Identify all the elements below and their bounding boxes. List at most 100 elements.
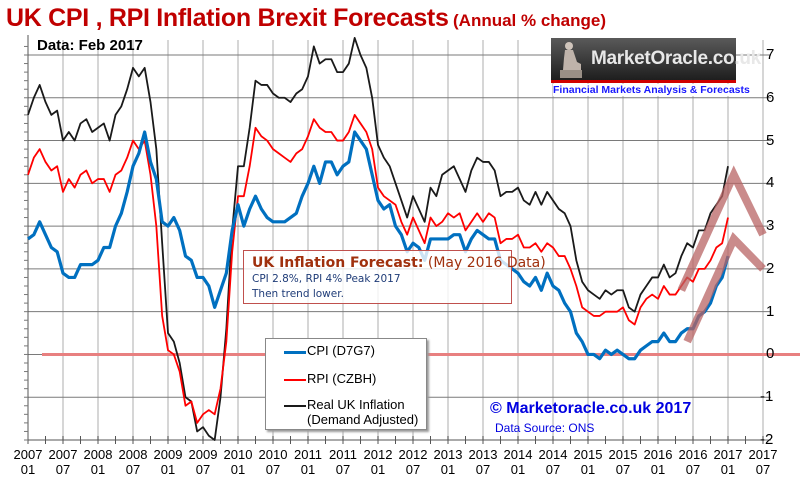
x-tick-label: 2014 07 (533, 447, 573, 477)
x-tick-year: 2007 (13, 447, 43, 462)
x-tick-label: 2009 01 (148, 447, 188, 477)
x-tick-year: 2014 (503, 447, 533, 462)
x-tick-year: 2012 (363, 447, 393, 462)
x-tick-label: 2012 07 (393, 447, 433, 477)
x-tick-year: 2014 (538, 447, 568, 462)
y-tick-label: -2 (760, 431, 774, 448)
x-tick-month: 01 (510, 462, 526, 477)
forecast-heading-bold: UK Inflation Forecast: (252, 255, 424, 271)
y-tick-label: 7 (766, 46, 775, 63)
copyright-text: © Marketoracle.co.uk 2017 (490, 400, 692, 417)
legend-label-rpi: RPI (CZBH) (307, 371, 377, 386)
chart-title-main: UK CPI , RPI Inflation Brexit Forecasts (6, 4, 449, 32)
x-tick-label: 2007 01 (8, 447, 48, 477)
x-tick-year: 2007 (48, 447, 78, 462)
x-tick-label: 2008 07 (113, 447, 153, 477)
legend-label-real-2: (Demand Adjusted) (307, 412, 419, 427)
x-tick-label: 2017 01 (708, 447, 748, 477)
x-tick-month: 01 (580, 462, 596, 477)
x-tick-month: 07 (335, 462, 351, 477)
x-tick-label: 2010 07 (253, 447, 293, 477)
legend-label-cpi: CPI (D7G7) (307, 343, 375, 358)
x-tick-month: 01 (370, 462, 386, 477)
series-group (27, 36, 730, 441)
statue-icon (560, 42, 582, 78)
x-tick-year: 2011 (329, 447, 357, 462)
series-line-cpi (27, 130, 730, 361)
forecast-overlay (677, 165, 767, 344)
y-tick-label: -1 (760, 388, 774, 406)
x-tick-month: 07 (405, 462, 421, 477)
x-tick-month: 07 (545, 462, 561, 477)
x-tick-label: 2009 07 (183, 447, 223, 477)
x-tick-month: 07 (475, 462, 491, 477)
legend-swatch-cpi (284, 351, 306, 354)
logo-divider (551, 80, 736, 83)
data-date-note: Data: Feb 2017 (37, 37, 143, 54)
x-tick-month: 07 (195, 462, 211, 477)
forecast-path-cpi (683, 231, 766, 344)
x-tick-label: 2008 01 (78, 447, 118, 477)
chart-title: UK CPI , RPI Inflation Brexit Forecasts … (6, 4, 606, 33)
forecast-line-2: Then trend lower. (252, 288, 344, 300)
x-tick-month: 07 (685, 462, 701, 477)
forecast-annotation: UK Inflation Forecast: (May 2016 Data) C… (243, 250, 546, 304)
x-tick-month: 07 (265, 462, 281, 477)
y-tick-label: 0 (766, 345, 775, 363)
x-tick-year: 2017 (713, 447, 743, 462)
series-line-real-inflation (27, 36, 729, 441)
x-tick-label: 2007 07 (43, 447, 83, 477)
x-tick-year: 2015 (573, 447, 603, 462)
x-tick-year: 2010 (258, 447, 288, 462)
x-tick-year: 2013 (433, 447, 463, 462)
y-tick-label: 3 (766, 217, 775, 235)
legend-label-real-1: Real UK Inflation (307, 397, 405, 412)
x-tick-month: 01 (300, 462, 316, 477)
legend-swatch-rpi (284, 379, 306, 381)
y-tick-label: 2 (766, 259, 775, 277)
x-tick-label: 2016 07 (673, 447, 713, 477)
x-tick-month: 07 (755, 462, 771, 477)
x-tick-label: 2010 01 (218, 447, 258, 477)
x-tick-label: 2014 01 (498, 447, 538, 477)
x-tick-year: 2008 (118, 447, 148, 462)
y-tick-label: 6 (766, 88, 775, 106)
x-tick-year: 2013 (468, 447, 498, 462)
x-tick-year: 2009 (188, 447, 218, 462)
marketoracle-logo: MarketOracle.co.uk Financial Markets Ana… (551, 38, 761, 96)
forecast-path-rpi (677, 165, 767, 292)
x-tick-label: 2011 01 (288, 447, 328, 477)
y-tick-label: 1 (766, 302, 775, 320)
logo-tagline: Financial Markets Analysis & Forecasts (553, 84, 750, 96)
x-tick-label: 2016 01 (638, 447, 678, 477)
x-tick-year: 2011 (294, 447, 322, 462)
chart-subtitle: (Annual % change) (453, 11, 607, 30)
y-tick-label: 5 (766, 131, 775, 149)
y-tick-label: 4 (766, 174, 775, 192)
x-tick-month: 07 (615, 462, 631, 477)
x-tick-label: 2013 01 (428, 447, 468, 477)
x-tick-year: 2016 (643, 447, 673, 462)
x-tick-label: 2015 07 (603, 447, 643, 477)
x-tick-label: 2017 07 (743, 447, 783, 477)
x-tick-year: 2009 (153, 447, 183, 462)
logo-name: MarketOracle.co.uk (591, 48, 761, 69)
x-tick-label: 2011 07 (323, 447, 363, 477)
x-tick-label: 2012 01 (358, 447, 398, 477)
data-source-text: Data Source: ONS (495, 421, 595, 435)
x-tick-year: 2010 (223, 447, 253, 462)
forecast-line-1: CPI 2.8%, RPI 4% Peak 2017 (252, 273, 401, 285)
legend: CPI (D7G7) RPI (CZBH) Real UK Inflation … (265, 338, 427, 430)
x-tick-year: 2016 (678, 447, 708, 462)
x-tick-label: 2013 07 (463, 447, 503, 477)
x-tick-year: 2008 (83, 447, 113, 462)
x-tick-month: 01 (650, 462, 666, 477)
axis-ticks (24, 35, 764, 444)
legend-swatch-real (284, 405, 306, 407)
forecast-heading: UK Inflation Forecast: (May 2016 Data) (252, 255, 546, 271)
x-tick-month: 01 (720, 462, 736, 477)
x-tick-year: 2015 (608, 447, 638, 462)
series-line-rpi (27, 113, 729, 424)
x-tick-month: 07 (55, 462, 71, 477)
x-tick-month: 01 (160, 462, 176, 477)
